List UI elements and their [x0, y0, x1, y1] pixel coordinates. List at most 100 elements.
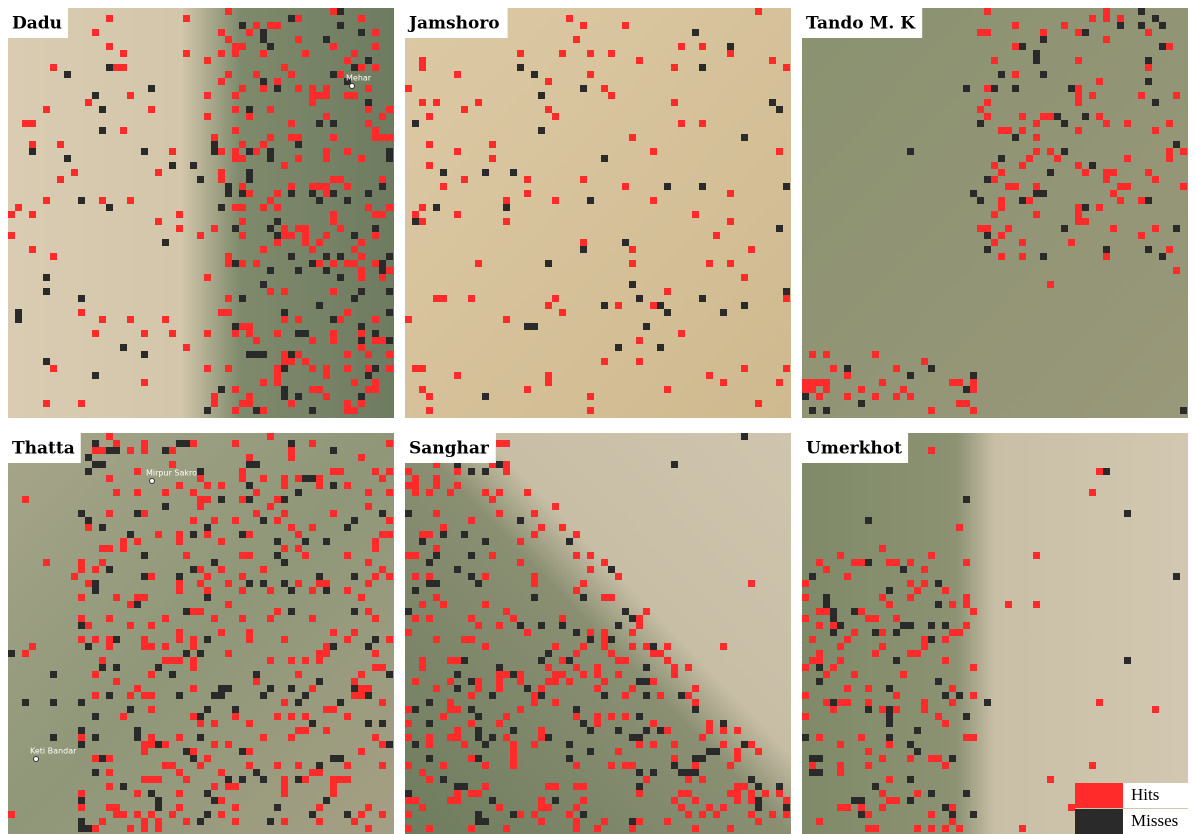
hit-cell — [351, 260, 358, 267]
hit-cell — [372, 134, 379, 141]
miss-cell — [858, 400, 865, 407]
miss-cell — [309, 811, 316, 818]
hit-cell — [503, 461, 510, 468]
hit-cell — [1103, 15, 1110, 22]
miss-cell — [281, 393, 288, 400]
miss-cell — [440, 776, 447, 783]
miss-cell — [253, 769, 260, 776]
hit-cell — [1103, 253, 1110, 260]
miss-cell — [260, 29, 267, 36]
hit-cell — [844, 699, 851, 706]
hit-cell — [552, 643, 559, 650]
hit-cell — [183, 818, 190, 825]
hit-cell — [176, 769, 183, 776]
miss-cell — [461, 783, 468, 790]
hit-cell — [426, 162, 433, 169]
hit-cell — [956, 400, 963, 407]
hit-cell — [879, 545, 886, 552]
hit-cell — [1005, 601, 1012, 608]
hit-cell — [302, 358, 309, 365]
miss-cell — [475, 580, 482, 587]
hit-cell — [865, 699, 872, 706]
hit-cell — [629, 134, 636, 141]
miss-cell — [344, 524, 351, 531]
hit-cell — [379, 664, 386, 671]
miss-cell — [1173, 141, 1180, 148]
hit-cell — [113, 489, 120, 496]
hit-cell — [503, 316, 510, 323]
hit-cell — [225, 295, 232, 302]
hit-cell — [246, 454, 253, 461]
hit-cell — [365, 685, 372, 692]
miss-cell — [239, 22, 246, 29]
hit-cell — [92, 566, 99, 573]
hit-cell — [211, 720, 218, 727]
hit-cell — [358, 685, 365, 692]
hit-cell — [267, 503, 274, 510]
hit-cell — [783, 295, 790, 302]
miss-cell — [106, 204, 113, 211]
miss-cell — [412, 218, 419, 225]
miss-cell — [865, 517, 872, 524]
miss-cell — [886, 706, 893, 713]
miss-cell — [538, 657, 545, 664]
miss-cell — [386, 253, 393, 260]
hit-cell — [426, 741, 433, 748]
hit-cell — [748, 246, 755, 253]
hit-cell — [141, 440, 148, 447]
miss-cell — [246, 351, 253, 358]
hit-cell — [405, 720, 412, 727]
hit-cell — [454, 71, 461, 78]
hit-cell — [412, 489, 419, 496]
hit-cell — [365, 386, 372, 393]
hit-cell — [482, 573, 489, 580]
miss-cell — [295, 141, 302, 148]
miss-cell — [503, 204, 510, 211]
hit-cell — [92, 692, 99, 699]
hit-cell — [162, 615, 169, 622]
hit-cell — [858, 734, 865, 741]
miss-cell — [1089, 162, 1096, 169]
hit-cell — [956, 629, 963, 636]
hit-cell — [657, 650, 664, 657]
miss-cell — [246, 496, 253, 503]
hit-cell — [468, 755, 475, 762]
hit-cell — [608, 713, 615, 720]
miss-cell — [601, 692, 608, 699]
miss-cell — [288, 608, 295, 615]
hit-cell — [281, 776, 288, 783]
hit-cell — [1138, 197, 1145, 204]
miss-cell — [809, 407, 816, 414]
hit-cell — [8, 232, 15, 239]
hit-cell — [802, 664, 809, 671]
hit-cell — [489, 141, 496, 148]
hit-cell — [92, 825, 99, 832]
miss-cell — [454, 566, 461, 573]
hit-cell — [99, 316, 106, 323]
hit-cell — [942, 720, 949, 727]
hit-cell — [281, 636, 288, 643]
hit-cell — [1089, 762, 1096, 769]
hit-cell — [650, 650, 657, 657]
hit-cell — [365, 204, 372, 211]
miss-cell — [1082, 113, 1089, 120]
miss-cell — [643, 323, 650, 330]
hit-cell — [510, 762, 517, 769]
miss-cell — [991, 85, 998, 92]
miss-cell — [545, 734, 552, 741]
miss-cell — [1117, 22, 1124, 29]
hit-cell — [211, 400, 218, 407]
hit-cell — [127, 692, 134, 699]
miss-cell — [405, 510, 412, 517]
hit-cell — [615, 671, 622, 678]
hit-cell — [559, 615, 566, 622]
miss-cell — [482, 468, 489, 475]
hit-cell — [239, 468, 246, 475]
hit-cell — [274, 204, 281, 211]
miss-cell — [274, 232, 281, 239]
hit-cell — [267, 134, 274, 141]
hit-cell — [440, 183, 447, 190]
hit-cell — [496, 510, 503, 517]
miss-cell — [928, 365, 935, 372]
hit-cell — [872, 825, 879, 832]
